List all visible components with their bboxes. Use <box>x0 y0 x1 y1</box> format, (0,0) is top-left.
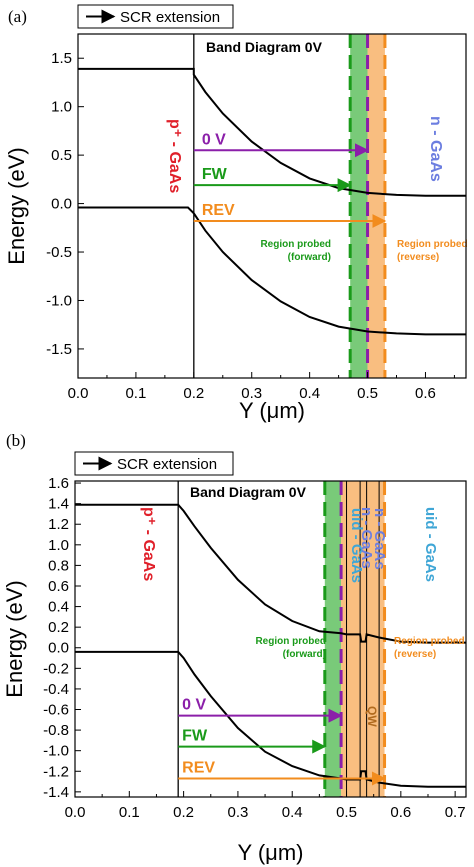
plot-title: Band Diagram 0V <box>190 484 307 500</box>
legend-label: SCR extension <box>117 456 217 473</box>
x-tick-label: 0.0 <box>68 385 89 402</box>
conduction-band-line <box>75 503 466 644</box>
x-axis-title: Y (μm) <box>239 398 305 423</box>
region-probed-reverse <box>367 34 385 378</box>
region-probed-label: Region probed (forward) <box>260 239 331 263</box>
x-tick-label: 0.3 <box>241 385 262 402</box>
region-probed-label-line: Region probed <box>397 239 468 250</box>
valence-band-line <box>75 650 466 788</box>
panel-label: (a) <box>8 7 27 26</box>
x-tick-label: 0.7 <box>445 804 466 821</box>
y-axis-title: Energy (eV) <box>4 147 29 264</box>
conduction-band-line <box>78 67 466 197</box>
material-label: uid - GaAs <box>348 508 365 583</box>
region-probed-label-line: (reverse) <box>394 649 436 660</box>
y-tick-label: 1.0 <box>48 537 69 554</box>
arrow-label: REV <box>182 759 215 776</box>
y-tick-label: -0.8 <box>43 722 69 739</box>
y-tick-label: 0.0 <box>48 640 69 657</box>
region-probed-label-line: (forward) <box>288 252 331 263</box>
panel-label: (b) <box>6 431 26 450</box>
plot-frame <box>74 480 467 798</box>
material-label: n - GaAs <box>371 508 388 570</box>
y-tick-label: 1.4 <box>48 496 69 513</box>
x-tick-label: 0.2 <box>173 804 194 821</box>
arrow-label: 0 V <box>202 131 226 148</box>
plot-frame <box>77 33 467 379</box>
x-tick-label: 0.1 <box>119 804 140 821</box>
material-label: p⁺ - GaAs <box>140 507 157 581</box>
y-tick-label: 1.0 <box>51 99 72 116</box>
y-axis-title: Energy (eV) <box>2 580 27 697</box>
y-tick-label: -1.0 <box>43 743 69 760</box>
x-tick-label: 0.3 <box>227 804 248 821</box>
y-tick-label: -0.2 <box>43 660 69 677</box>
y-tick-label: 0.5 <box>51 147 72 164</box>
material-label: QW <box>365 706 379 727</box>
legend-box <box>74 451 234 476</box>
material-label: n - GaAs <box>358 507 375 569</box>
arrow-label: REV <box>202 202 235 219</box>
legend-label: SCR extension <box>120 9 220 26</box>
x-tick-label: 0.6 <box>415 385 436 402</box>
valence-band-line <box>78 206 466 336</box>
y-tick-label: -0.6 <box>43 702 69 719</box>
x-tick-label: 0.4 <box>299 385 320 402</box>
region-probed-label: Region probed (forward) <box>255 636 326 660</box>
material-label: p⁺ - GaAs <box>166 119 183 193</box>
region-probed-label-line: Region probed <box>260 239 331 250</box>
y-tick-label: 1.2 <box>48 516 69 533</box>
y-tick-label: 0.8 <box>48 557 69 574</box>
y-tick-label: 1.5 <box>51 50 72 67</box>
region-probed-forward <box>350 34 368 378</box>
x-tick-label: 0.2 <box>183 385 204 402</box>
x-tick-label: 0.6 <box>390 804 411 821</box>
y-tick-label: 0.2 <box>48 619 69 636</box>
x-tick-label: 0.5 <box>357 385 378 402</box>
region-probed-label-line: Region probed <box>394 636 465 647</box>
region-probed-label-line: Region probed <box>255 636 326 647</box>
region-probed-reverse <box>341 481 385 797</box>
y-tick-label: -0.5 <box>46 244 72 261</box>
y-tick-label: 0.6 <box>48 578 69 595</box>
y-tick-label: -1.5 <box>46 341 72 358</box>
y-tick-label: -0.4 <box>43 681 69 698</box>
x-axis-title: Y (μm) <box>237 840 303 865</box>
arrow-label: FW <box>182 728 208 745</box>
y-tick-label: -1.2 <box>43 763 69 780</box>
y-tick-label: -1.4 <box>43 784 69 801</box>
legend-box <box>77 4 234 29</box>
plot-title: Band Diagram 0V <box>206 39 323 55</box>
x-tick-label: 0.5 <box>336 804 357 821</box>
y-tick-label: -1.0 <box>46 292 72 309</box>
x-tick-label: 0.1 <box>125 385 146 402</box>
y-tick-label: 1.6 <box>48 475 69 492</box>
material-label: n - GaAs <box>427 116 444 182</box>
material-label: uid - GaAs <box>422 507 439 582</box>
arrow-label: 0 V <box>182 697 206 714</box>
x-tick-label: 0.0 <box>65 804 86 821</box>
x-tick-label: 0.4 <box>282 804 303 821</box>
region-probed-forward <box>324 481 342 797</box>
arrow-label: FW <box>202 166 228 183</box>
region-probed-label-line: (forward) <box>283 649 326 660</box>
region-probed-label: Region probed (reverse) <box>397 239 468 263</box>
y-tick-label: 0.4 <box>48 599 69 616</box>
region-probed-label: Region probed (reverse) <box>394 636 465 660</box>
y-tick-label: 0.0 <box>51 196 72 213</box>
region-probed-label-line: (reverse) <box>397 252 439 263</box>
